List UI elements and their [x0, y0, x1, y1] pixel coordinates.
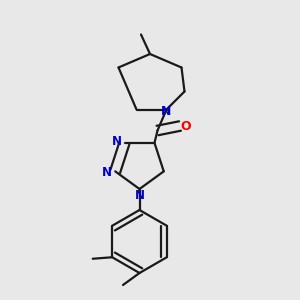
Text: N: N — [102, 167, 112, 179]
Text: N: N — [134, 189, 145, 202]
Text: N: N — [161, 105, 172, 119]
Text: N: N — [111, 135, 122, 148]
Text: O: O — [180, 119, 191, 133]
